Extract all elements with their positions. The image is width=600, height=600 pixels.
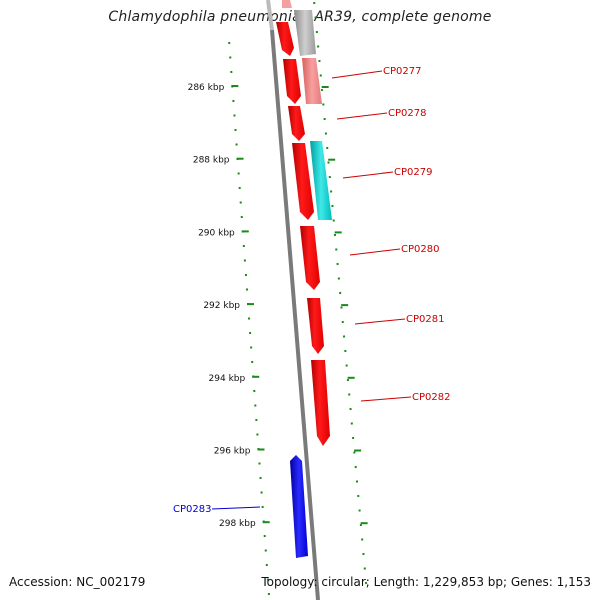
ruler-label: 292 kbp [203,301,240,311]
backbone-line [270,29,320,600]
ruler-labels: 286 kbp 288 kbp 290 kbp 292 kbp 294 kbp 296 k… [188,83,256,529]
leader-CP0281 [354,318,406,325]
ruler-label: 294 kbp [209,374,246,384]
leader-CP0279 [342,171,394,179]
backbone-line-top [266,0,274,31]
ruler-label: 290 kbp [198,228,235,238]
label-CP0279[interactable]: CP0279 [394,167,432,178]
leader-CP0283 [211,506,261,510]
ruler-label: 286 kbp [188,83,225,93]
label-CP0282[interactable]: CP0282 [412,392,450,403]
gene-CP0278-arrow[interactable] [288,106,305,141]
gene-CP0277[interactable] [283,59,301,104]
gene-cyan[interactable] [310,141,332,220]
leader-CP0277 [331,70,383,79]
label-CP0283[interactable]: CP0283 [173,504,211,515]
gene-CP0281[interactable] [307,298,324,354]
ruler-label: 298 kbp [219,519,256,529]
label-CP0280[interactable]: CP0280 [401,244,439,255]
leader-CP0282 [360,396,412,402]
gene-pink-reverse[interactable] [302,58,322,104]
gene-CP0279[interactable] [292,143,314,220]
label-CP0277[interactable]: CP0277 [383,66,421,77]
label-CP0278[interactable]: CP0278 [388,108,426,119]
ruler-inner [228,41,270,596]
gene-partial-top-gray[interactable] [294,10,316,56]
leader-CP0278 [336,112,388,120]
gene-CP0283[interactable] [290,455,308,558]
accession-text: Accession: NC_002179 [9,575,146,589]
genome-summary: Topology: circular; Length: 1,229,853 bp… [261,575,591,589]
ruler-label: 288 kbp [193,156,230,166]
gene-partial-top-red[interactable] [276,22,294,56]
leader-CP0280 [349,248,401,256]
ruler-label: 296 kbp [214,447,251,457]
gene-CP0280[interactable] [300,226,320,290]
gene-CP0282[interactable] [311,360,330,446]
ruler-outer [313,1,368,585]
gene-partial-top-light[interactable] [282,0,292,8]
label-CP0281[interactable]: CP0281 [406,314,444,325]
